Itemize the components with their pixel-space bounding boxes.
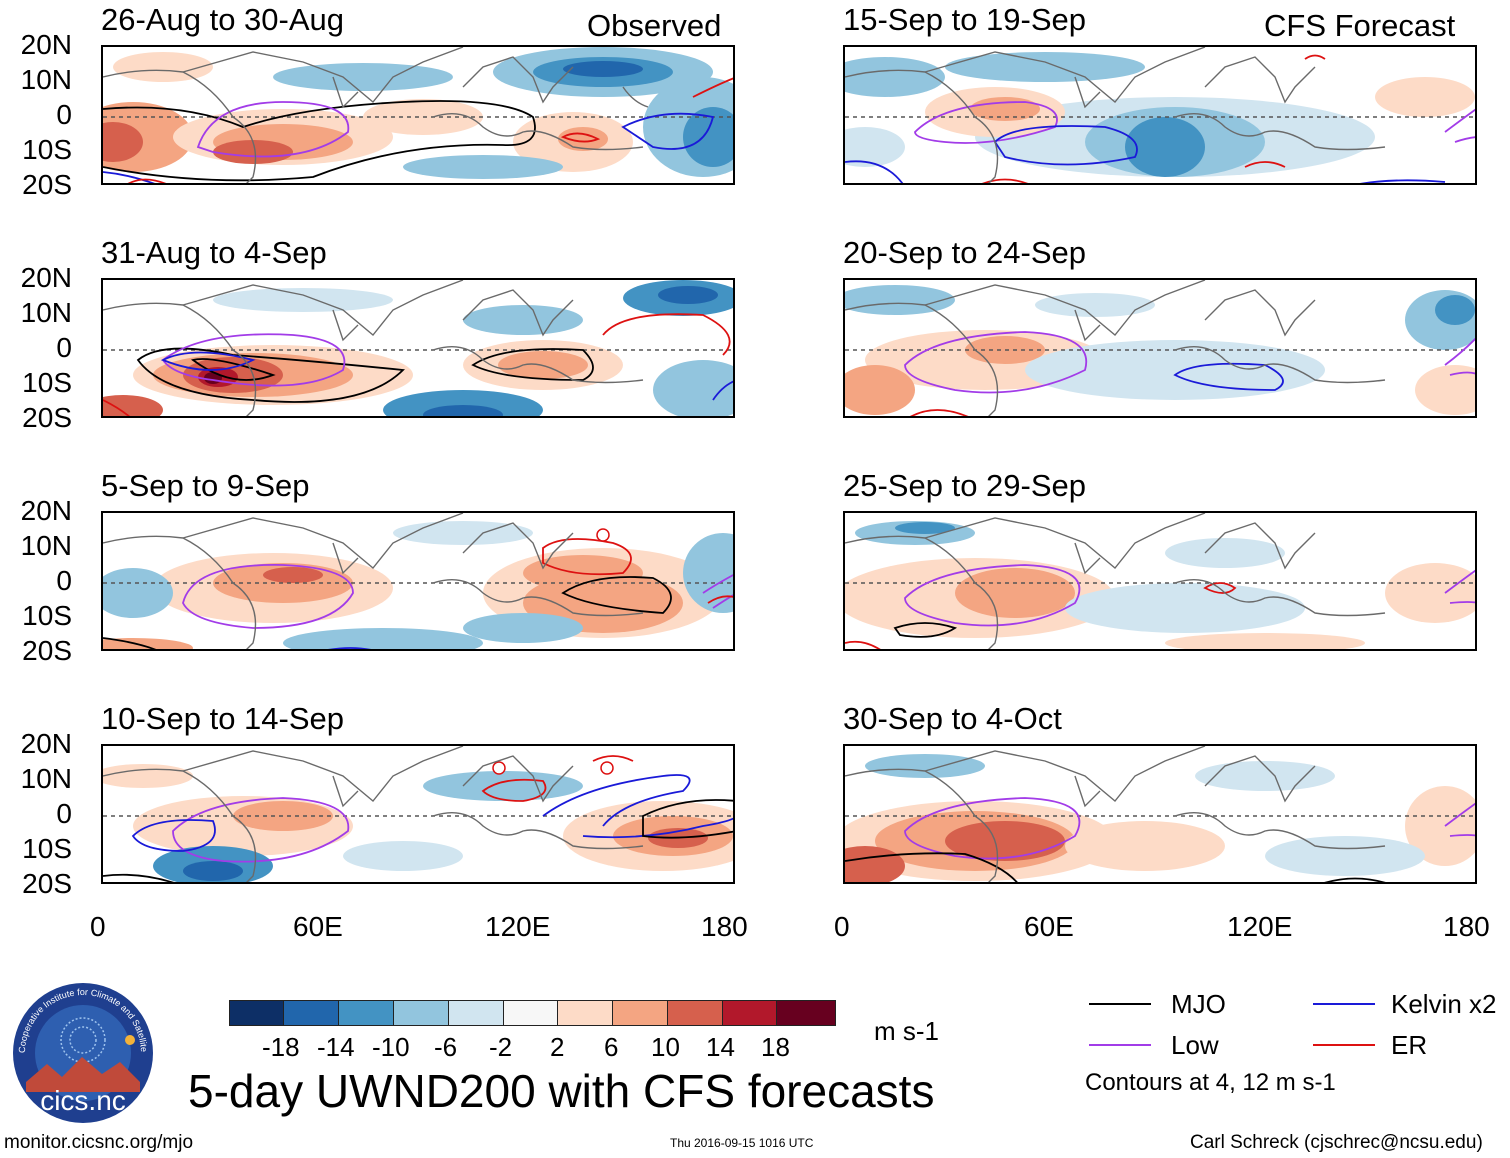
colorbar-swatch: [338, 1000, 398, 1026]
colorbar-swatch: [393, 1000, 453, 1026]
logo-name: cics.nc: [40, 1085, 126, 1116]
lon-label-obs-180: 180: [701, 911, 748, 942]
lon-label-fc-120e: 120E: [1227, 911, 1293, 942]
panel-title-obs-4: 10-Sep to 14-Sep: [101, 701, 345, 736]
lat-label: 20S: [22, 635, 72, 666]
colorbar-label: 10: [651, 1032, 680, 1062]
lat-label: 0: [56, 798, 72, 829]
lat-label: 10S: [22, 833, 72, 864]
map-panel-fc-3: [843, 511, 1477, 651]
panel-title-fc-3: 25-Sep to 29-Sep: [843, 468, 1087, 503]
colorbar-label: -6: [434, 1032, 458, 1062]
colorbar-label: -2: [489, 1032, 513, 1062]
footer-author: Carl Schreck (cjschrec@ncsu.edu): [1190, 1132, 1483, 1153]
lon-label-fc-0: 0: [834, 911, 850, 942]
panel-title-fc-2: 20-Sep to 24-Sep: [843, 235, 1087, 270]
lat-label: 10S: [22, 600, 72, 631]
colorbar-swatch: [776, 1000, 836, 1026]
colorbar-swatch: [612, 1000, 672, 1026]
footer-timestamp: Thu 2016-09-15 1016 UTC: [670, 1136, 814, 1150]
legend: MJO Kelvin x2 Low ER Contours at 4, 12 m…: [1085, 988, 1505, 1098]
lat-label: 20S: [22, 868, 72, 899]
map-panel-obs-3: [101, 511, 735, 651]
map-panel-obs-2: [101, 278, 735, 418]
forecast-label: CFS Forecast: [1264, 8, 1456, 43]
panel-title-fc-4: 30-Sep to 4-Oct: [843, 701, 1062, 736]
legend-line-kelvin: [1313, 1003, 1375, 1005]
lat-label: 10N: [20, 763, 72, 794]
lon-label-fc-180: 180: [1443, 911, 1490, 942]
panel-title-fc-1: 15-Sep to 19-Sep: [843, 2, 1087, 37]
legend-label-mjo: MJO: [1171, 989, 1226, 1019]
observed-label: Observed: [587, 8, 722, 43]
panel-title-obs-2: 31-Aug to 4-Sep: [101, 235, 327, 270]
colorbar-swatch: [667, 1000, 727, 1026]
lat-label: 20N: [20, 262, 72, 293]
cics-logo: Cooperative Institute for Climate and Sa…: [10, 974, 154, 1124]
lat-label: 0: [56, 99, 72, 130]
colorbar-label: 6: [604, 1032, 619, 1062]
main-title: 5-day UWND200 with CFS forecasts: [188, 1065, 935, 1117]
lon-label-obs-120e: 120E: [485, 911, 551, 942]
lon-label-obs-60e: 60E: [293, 911, 343, 942]
colorbar-swatch: [229, 1000, 289, 1026]
colorbar-swatch: [722, 1000, 782, 1026]
colorbar-swatch: [503, 1000, 563, 1026]
legend-label-low: Low: [1171, 1030, 1219, 1060]
colorbar-label: 14: [706, 1032, 735, 1062]
colorbar: [229, 1000, 836, 1028]
lat-label: 10N: [20, 530, 72, 561]
legend-line-low: [1089, 1044, 1151, 1046]
colorbar-label: 2: [550, 1032, 565, 1062]
colorbar-swatch: [448, 1000, 508, 1026]
map-panel-fc-1: [843, 45, 1477, 185]
legend-line-er: [1313, 1044, 1375, 1046]
lat-label: 10S: [22, 134, 72, 165]
lat-label: 20N: [20, 728, 72, 759]
map-panel-obs-1: [101, 45, 735, 185]
map-panel-fc-2: [843, 278, 1477, 418]
legend-label-er: ER: [1391, 1030, 1428, 1060]
map-panel-obs-4: [101, 744, 735, 884]
colorbar-label: -10: [372, 1032, 410, 1062]
colorbar-unit: m s-1: [874, 1016, 939, 1046]
panel-title-obs-1: 26-Aug to 30-Aug: [101, 2, 345, 37]
panel-title-obs-3: 5-Sep to 9-Sep: [101, 468, 310, 503]
legend-line-mjo: [1089, 1003, 1151, 1005]
lat-label: 20S: [22, 169, 72, 200]
footer-url[interactable]: monitor.cicsnc.org/mjo: [4, 1132, 194, 1153]
lat-label: 10N: [20, 64, 72, 95]
lat-label: 10N: [20, 297, 72, 328]
lat-label: 20S: [22, 402, 72, 433]
lat-label: 0: [56, 565, 72, 596]
lon-label-obs-0: 0: [90, 911, 106, 942]
lat-label: 20N: [20, 29, 72, 60]
lat-label: 0: [56, 332, 72, 363]
map-panel-fc-4: [843, 744, 1477, 884]
lat-label: 10S: [22, 367, 72, 398]
colorbar-label: 18: [761, 1032, 790, 1062]
lon-label-fc-60e: 60E: [1024, 911, 1074, 942]
legend-label-kelvin: Kelvin x2: [1391, 989, 1497, 1019]
colorbar-swatch: [557, 1000, 617, 1026]
colorbar-swatch: [283, 1000, 343, 1026]
lat-label: 20N: [20, 495, 72, 526]
legend-note: Contours at 4, 12 m s-1: [1085, 1069, 1336, 1096]
colorbar-label: -18: [262, 1032, 300, 1062]
colorbar-label: -14: [317, 1032, 355, 1062]
